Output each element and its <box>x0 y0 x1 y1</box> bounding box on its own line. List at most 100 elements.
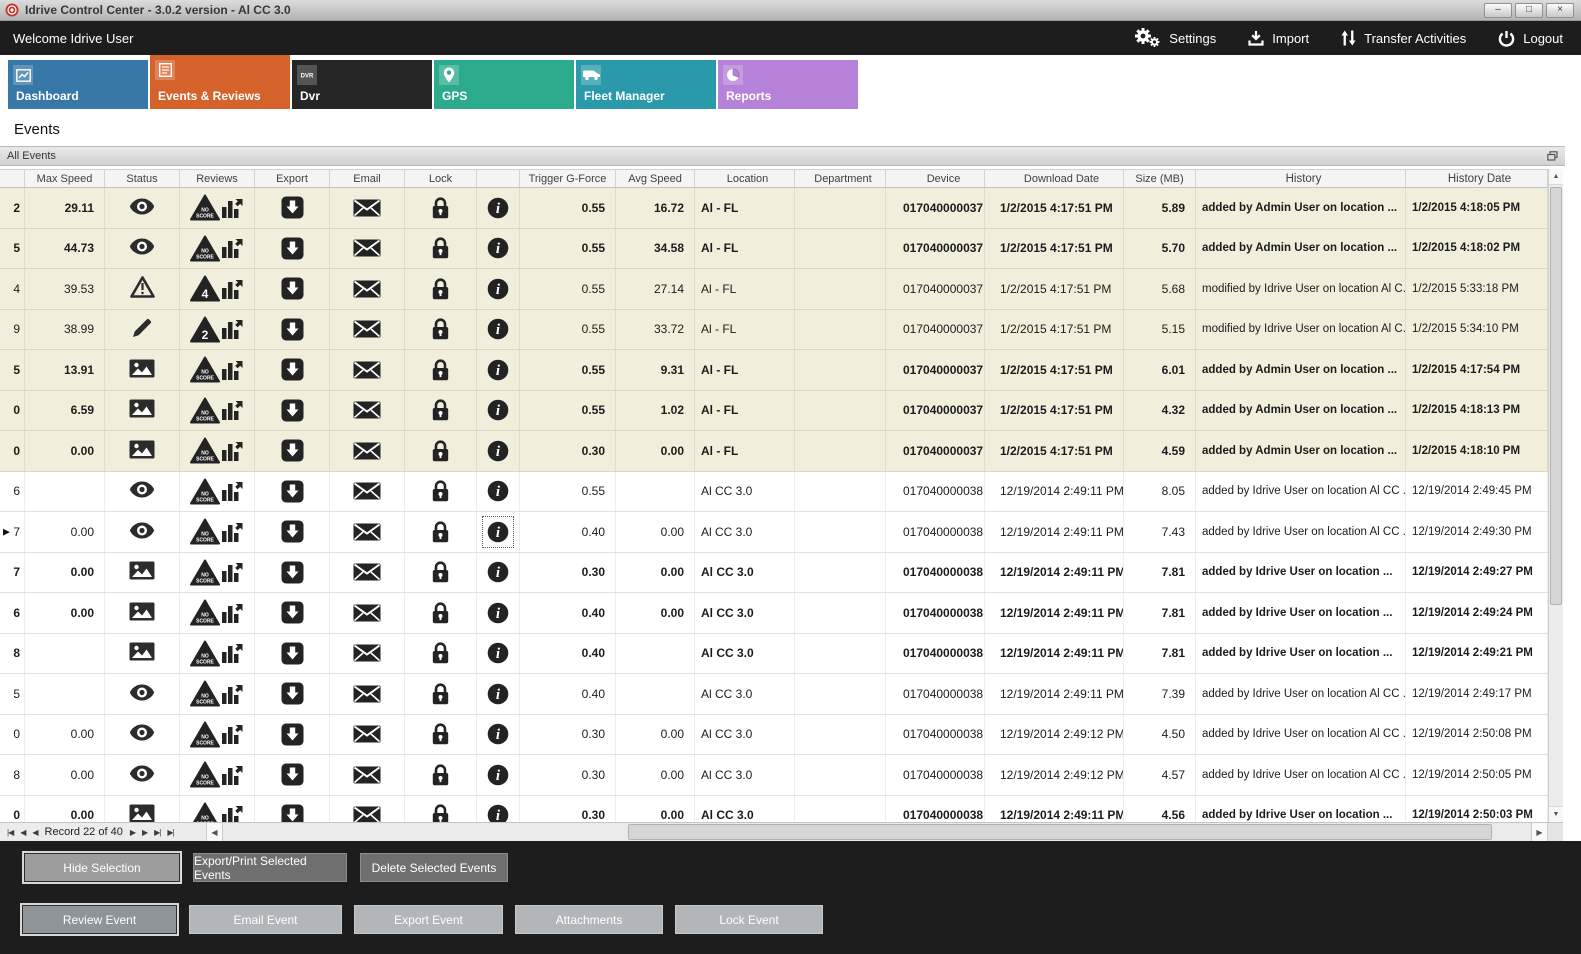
table-row[interactable]: ▶ 9 38.99 2 i <box>0 309 1548 350</box>
table-row[interactable]: ▶ 5 13.91 NO SCORE <box>0 350 1548 391</box>
email-button[interactable] <box>330 390 405 430</box>
email-button[interactable] <box>330 552 405 592</box>
reviews-cell[interactable]: NO SCORE <box>180 512 255 552</box>
reviews-cell[interactable]: NO SCORE <box>180 795 255 822</box>
tab-reports[interactable]: Reports <box>718 60 858 109</box>
hide-selection-button[interactable]: Hide Selection <box>22 851 182 884</box>
tab-gps[interactable]: GPS <box>434 60 574 109</box>
reviews-cell[interactable]: 2 <box>180 309 255 349</box>
export-print-events-button[interactable]: Export/Print Selected Events <box>193 853 347 882</box>
info-button[interactable]: i <box>477 552 520 592</box>
column-header-history-date[interactable]: History Date <box>1406 170 1548 187</box>
reviews-cell[interactable]: NO SCORE <box>180 552 255 592</box>
scroll-down-button[interactable]: ▼ <box>1549 806 1563 822</box>
info-button[interactable]: i <box>477 633 520 673</box>
info-button[interactable]: i <box>477 471 520 511</box>
email-button[interactable] <box>330 633 405 673</box>
export-button[interactable] <box>255 471 330 511</box>
reviews-cell[interactable]: NO SCORE <box>180 714 255 754</box>
lock-event-button[interactable]: Lock Event <box>675 905 823 934</box>
attachments-button[interactable]: Attachments <box>515 905 663 934</box>
info-button[interactable]: i <box>477 593 520 633</box>
export-button[interactable] <box>255 228 330 268</box>
reviews-cell[interactable]: NO SCORE <box>180 471 255 511</box>
horizontal-scroll-thumb[interactable] <box>628 824 1492 840</box>
table-row[interactable]: ▶ 4 39.53 4 i <box>0 269 1548 310</box>
lock-button[interactable] <box>405 269 477 309</box>
export-button[interactable] <box>255 674 330 714</box>
delete-events-button[interactable]: Delete Selected Events <box>360 853 508 882</box>
table-row[interactable]: ▶ 8 NO SCORE i <box>0 633 1548 674</box>
column-header-avg-speed[interactable]: Avg Speed <box>616 170 695 187</box>
next-page-button[interactable]: ▶ <box>141 827 148 837</box>
logout-button[interactable]: Logout <box>1498 30 1563 47</box>
restore-panel-icon[interactable] <box>1547 151 1558 161</box>
export-button[interactable] <box>255 795 330 822</box>
prev-page-button[interactable]: ◀ <box>20 827 26 837</box>
column-header-size-mb[interactable]: Size (MB) <box>1124 170 1196 187</box>
column-header-max-speed[interactable]: Max Speed <box>25 170 105 187</box>
email-button[interactable] <box>330 795 405 822</box>
email-button[interactable] <box>330 471 405 511</box>
info-button[interactable]: i <box>477 755 520 795</box>
info-button[interactable]: i <box>477 795 520 822</box>
export-button[interactable] <box>255 431 330 471</box>
reviews-cell[interactable]: NO SCORE <box>180 188 255 228</box>
info-button[interactable]: i <box>477 188 520 228</box>
table-row[interactable]: ▶ 7 0.00 NO SCORE i <box>0 552 1548 593</box>
info-button[interactable]: i <box>477 674 520 714</box>
reviews-cell[interactable]: NO SCORE <box>180 350 255 390</box>
export-button[interactable] <box>255 633 330 673</box>
column-header-department[interactable]: Department <box>795 170 886 187</box>
email-button[interactable] <box>330 431 405 471</box>
table-row[interactable]: ▶ 7 0.00 NO SCORE i <box>0 512 1548 553</box>
email-button[interactable] <box>330 309 405 349</box>
export-button[interactable] <box>255 512 330 552</box>
reviews-cell[interactable]: NO SCORE <box>180 755 255 795</box>
column-header-history[interactable]: History <box>1196 170 1406 187</box>
scroll-right-button[interactable]: ▶ <box>1531 823 1548 841</box>
review-event-button[interactable]: Review Event <box>20 903 179 936</box>
vertical-scroll-thumb[interactable] <box>1550 187 1562 605</box>
column-header-indicator[interactable] <box>0 170 25 187</box>
info-button[interactable]: i <box>477 309 520 349</box>
lock-button[interactable] <box>405 188 477 228</box>
lock-button[interactable] <box>405 228 477 268</box>
scroll-left-button[interactable]: ◀ <box>206 823 223 841</box>
table-row[interactable]: ▶ 2 29.11 NO SCORE <box>0 188 1548 229</box>
table-row[interactable]: ▶ 0 0.00 NO SCORE i <box>0 431 1548 472</box>
email-button[interactable] <box>330 512 405 552</box>
column-header-location[interactable]: Location <box>695 170 795 187</box>
export-button[interactable] <box>255 309 330 349</box>
info-button[interactable]: i <box>477 228 520 268</box>
info-button[interactable]: i <box>477 431 520 471</box>
export-button[interactable] <box>255 269 330 309</box>
reviews-cell[interactable]: NO SCORE <box>180 228 255 268</box>
table-row[interactable]: ▶ 0 6.59 NO SCORE i <box>0 390 1548 431</box>
scroll-up-button[interactable]: ▲ <box>1549 169 1563 185</box>
export-button[interactable] <box>255 188 330 228</box>
export-button[interactable] <box>255 552 330 592</box>
column-header-info[interactable] <box>477 170 520 187</box>
last-record-button[interactable]: ▶| <box>154 827 161 837</box>
next-record-button[interactable]: ▶ <box>129 827 136 837</box>
info-button[interactable]: i <box>477 390 520 430</box>
reviews-cell[interactable]: 4 <box>180 269 255 309</box>
lock-button[interactable] <box>405 795 477 822</box>
lock-button[interactable] <box>405 350 477 390</box>
info-button[interactable]: i <box>477 350 520 390</box>
reviews-cell[interactable]: NO SCORE <box>180 431 255 471</box>
column-header-download-date[interactable]: Download Date <box>985 170 1124 187</box>
first-record-button[interactable]: |◀ <box>7 827 14 837</box>
table-row[interactable]: ▶ 5 44.73 NO SCORE <box>0 228 1548 269</box>
lock-button[interactable] <box>405 633 477 673</box>
lock-button[interactable] <box>405 674 477 714</box>
lock-button[interactable] <box>405 512 477 552</box>
tab-events-reviews[interactable]: Events & Reviews <box>150 55 290 109</box>
lock-button[interactable] <box>405 755 477 795</box>
email-button[interactable] <box>330 755 405 795</box>
email-button[interactable] <box>330 714 405 754</box>
email-button[interactable] <box>330 593 405 633</box>
table-row[interactable]: ▶ 6 0.00 NO SCORE i <box>0 593 1548 634</box>
email-button[interactable] <box>330 269 405 309</box>
